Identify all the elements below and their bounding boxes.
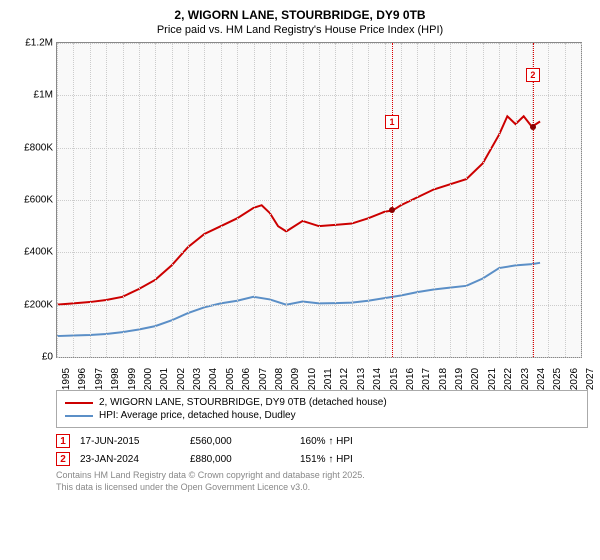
y-axis-label: £200K <box>24 299 57 310</box>
x-axis-label: 2022 <box>499 368 514 390</box>
x-axis-label: 2008 <box>270 368 285 390</box>
transaction-hpi: 151% ↑ HPI <box>300 454 400 465</box>
transaction-price: £880,000 <box>190 454 290 465</box>
footer: Contains HM Land Registry data © Crown c… <box>56 470 588 493</box>
legend-swatch <box>65 402 93 404</box>
x-axis-label: 2019 <box>450 368 465 390</box>
x-axis-label: 2026 <box>565 368 580 390</box>
marker-box: 2 <box>526 68 540 82</box>
x-axis-label: 2010 <box>303 368 318 390</box>
x-axis-label: 2012 <box>335 368 350 390</box>
x-axis-label: 2015 <box>385 368 400 390</box>
x-axis-label: 2001 <box>155 368 170 390</box>
x-axis-label: 2006 <box>237 368 252 390</box>
x-axis-label: 2005 <box>221 368 236 390</box>
chart-subtitle: Price paid vs. HM Land Registry's House … <box>12 24 588 36</box>
x-axis-label: 2011 <box>319 368 334 390</box>
transaction-date: 17-JUN-2015 <box>80 436 180 447</box>
x-axis-label: 1996 <box>73 368 88 390</box>
legend-item: HPI: Average price, detached house, Dudl… <box>65 410 579 421</box>
marker-box: 1 <box>385 115 399 129</box>
y-axis-label: £400K <box>24 247 57 258</box>
x-axis-label: 1999 <box>123 368 138 390</box>
legend-label: HPI: Average price, detached house, Dudl… <box>99 410 296 421</box>
y-axis-label: £800K <box>24 142 57 153</box>
y-axis-label: £1.2M <box>25 38 57 49</box>
y-axis-label: £600K <box>24 195 57 206</box>
marker-badge: 1 <box>56 434 70 448</box>
x-axis-label: 2002 <box>172 368 187 390</box>
x-axis-label: 1995 <box>57 368 72 390</box>
x-axis-label: 2007 <box>254 368 269 390</box>
table-row: 1 17-JUN-2015 £560,000 160% ↑ HPI <box>56 434 588 448</box>
x-axis-label: 2000 <box>139 368 154 390</box>
x-axis-label: 2018 <box>434 368 449 390</box>
x-axis-label: 2003 <box>188 368 203 390</box>
x-axis-label: 1997 <box>90 368 105 390</box>
x-axis-label: 2021 <box>483 368 498 390</box>
x-axis-label: 2004 <box>204 368 219 390</box>
legend-item: 2, WIGORN LANE, STOURBRIDGE, DY9 0TB (de… <box>65 397 579 408</box>
plot-area: £0£200K£400K£600K£800K£1M£1.2M1995199619… <box>56 42 582 358</box>
transaction-date: 23-JAN-2024 <box>80 454 180 465</box>
x-axis-label: 2014 <box>368 368 383 390</box>
x-axis-label: 2016 <box>401 368 416 390</box>
x-axis-label: 2009 <box>286 368 301 390</box>
y-axis-label: £1M <box>34 90 57 101</box>
x-axis-label: 2023 <box>516 368 531 390</box>
transaction-price: £560,000 <box>190 436 290 447</box>
marker-badge: 2 <box>56 452 70 466</box>
chart: £0£200K£400K£600K£800K£1M£1.2M1995199619… <box>56 42 582 382</box>
chart-title: 2, WIGORN LANE, STOURBRIDGE, DY9 0TB <box>12 8 588 22</box>
footer-copyright: Contains HM Land Registry data © Crown c… <box>56 470 588 482</box>
transaction-hpi: 160% ↑ HPI <box>300 436 400 447</box>
x-axis-label: 2027 <box>581 368 596 390</box>
x-axis-label: 1998 <box>106 368 121 390</box>
x-axis-label: 2017 <box>417 368 432 390</box>
x-axis-label: 2013 <box>352 368 367 390</box>
legend-label: 2, WIGORN LANE, STOURBRIDGE, DY9 0TB (de… <box>99 397 387 408</box>
legend: 2, WIGORN LANE, STOURBRIDGE, DY9 0TB (de… <box>56 390 588 428</box>
legend-swatch <box>65 415 93 417</box>
x-axis-label: 2024 <box>532 368 547 390</box>
table-row: 2 23-JAN-2024 £880,000 151% ↑ HPI <box>56 452 588 466</box>
transaction-table: 1 17-JUN-2015 £560,000 160% ↑ HPI 2 23-J… <box>56 434 588 466</box>
x-axis-label: 2020 <box>466 368 481 390</box>
y-axis-label: £0 <box>42 352 57 363</box>
x-axis-label: 2025 <box>548 368 563 390</box>
footer-license: This data is licensed under the Open Gov… <box>56 482 588 494</box>
